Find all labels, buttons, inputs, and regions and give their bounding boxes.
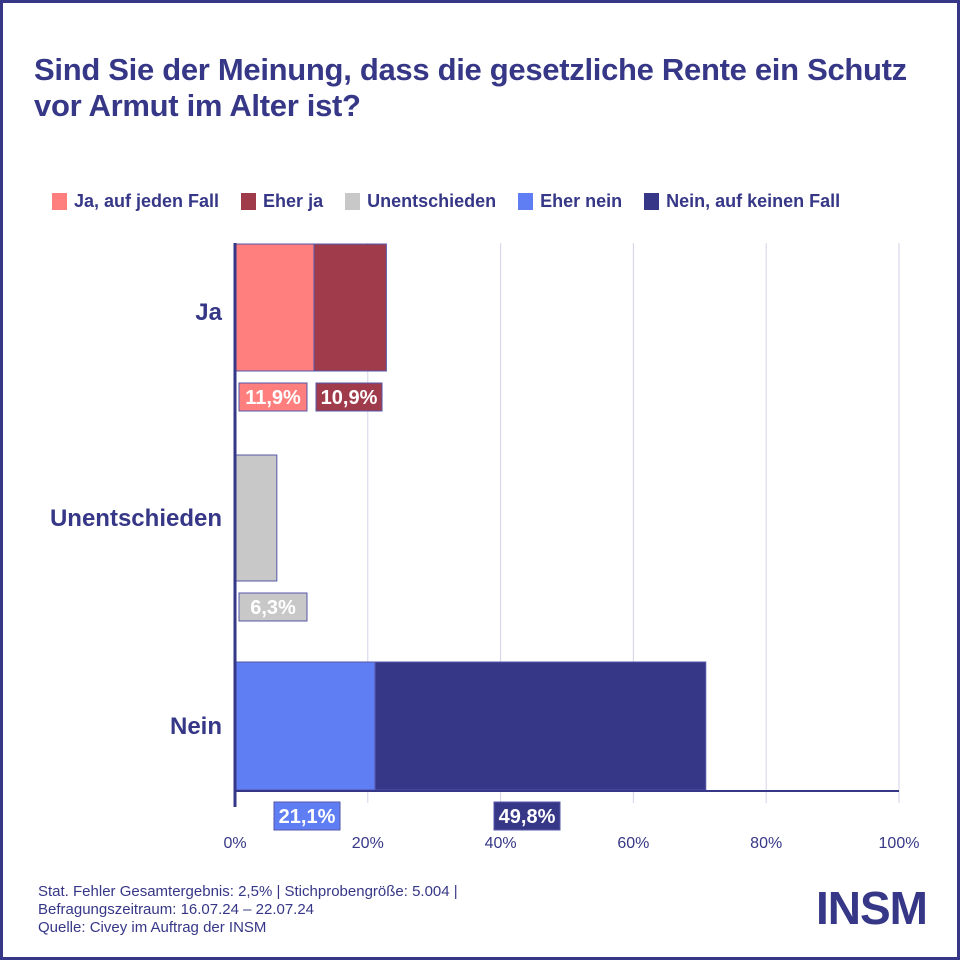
footer-line-source: Quelle: Civey im Auftrag der INSM <box>38 919 267 936</box>
bar-segment <box>234 661 376 791</box>
x-tick-label: 0% <box>223 835 246 852</box>
legend-swatch <box>345 193 361 210</box>
data-label-box <box>493 801 561 831</box>
legend-item-ja-auf-jeden-fall: Ja, auf jeden Fall <box>52 191 219 212</box>
data-label: 10,9% <box>321 387 378 409</box>
data-label-box <box>315 382 383 412</box>
category-label: Ja <box>195 299 222 326</box>
legend-label: Unentschieden <box>367 191 497 211</box>
x-tick-label: 60% <box>617 835 649 852</box>
legend-swatch <box>241 193 257 210</box>
legend-swatch <box>644 193 660 210</box>
footer-line-error-sample: Stat. Fehler Gesamtergebnis: 2,5% | Stic… <box>38 883 458 900</box>
legend-swatch <box>52 193 67 210</box>
legend-item-nein-auf-keinen-fall: Nein, auf keinen Fall <box>644 191 840 212</box>
legend-label: Nein, auf keinen Fall <box>666 191 841 211</box>
data-label: 49,8% <box>499 806 556 828</box>
x-tick-label: 40% <box>485 835 517 852</box>
legend: Ja, auf jeden Fall Eher ja Unentschieden… <box>52 191 862 212</box>
insm-logo: INSM <box>816 882 928 934</box>
bar-segment <box>234 243 315 372</box>
legend-item-eher-ja: Eher ja <box>241 191 323 212</box>
data-label-box <box>273 801 341 831</box>
bar-segment <box>374 661 707 791</box>
data-label: 21,1% <box>279 806 336 828</box>
chart-title: Sind Sie der Meinung, dass die gesetzlic… <box>34 52 907 123</box>
x-tick-label: 20% <box>352 835 384 852</box>
category-label: Nein <box>170 713 222 740</box>
x-tick-label: 80% <box>750 835 782 852</box>
footer-line-period: Befragungszeitraum: 16.07.24 – 22.07.24 <box>38 901 315 918</box>
category-label: Unentschieden <box>50 505 222 532</box>
x-tick-label: 100% <box>879 835 920 852</box>
legend-swatch <box>518 193 534 210</box>
legend-label: Eher nein <box>540 191 623 211</box>
footer-notes: Stat. Fehler Gesamtergebnis: 2,5% | Stic… <box>38 883 458 937</box>
data-label: 6,3% <box>250 597 296 619</box>
data-label-box <box>238 592 308 622</box>
bar-segment <box>234 454 278 582</box>
legend-item-eher-nein: Eher nein <box>518 191 622 212</box>
data-label-box <box>238 382 308 412</box>
legend-label: Eher ja <box>263 191 324 211</box>
bar-segment <box>313 243 387 372</box>
legend-label: Ja, auf jeden Fall <box>74 191 220 211</box>
data-label: 11,9% <box>245 387 301 409</box>
legend-item-unentschieden: Unentschieden <box>345 191 496 212</box>
